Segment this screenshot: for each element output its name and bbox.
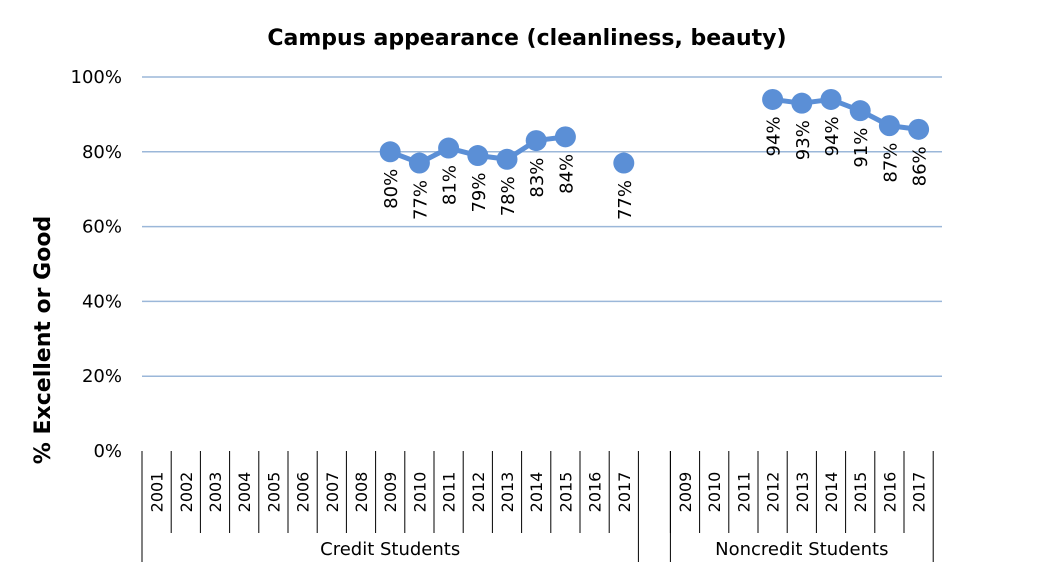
data-point (438, 137, 460, 159)
data-point (467, 145, 489, 167)
x-tick-label: 2009 (381, 472, 400, 513)
x-tick-label: 2012 (764, 472, 783, 513)
data-label: 87% (880, 143, 901, 183)
data-point (408, 152, 430, 174)
x-tick-label: 2017 (615, 472, 634, 513)
y-tick-label: 40% (82, 291, 122, 312)
data-label: 94% (822, 116, 843, 156)
gridlines (142, 76, 942, 377)
x-tick-label: 2017 (910, 472, 929, 513)
data-point (762, 88, 784, 110)
x-tick-label: 2015 (556, 472, 575, 513)
x-tick-label: 2001 (148, 472, 167, 513)
data-point (908, 118, 930, 140)
data-label: 91% (851, 128, 872, 168)
y-tick-label: 60% (82, 217, 122, 238)
x-tick-label: 2016 (586, 472, 605, 513)
x-axis: 2001 2002 2003 2004 2005 2006 2007 2008 2009 2010… (141, 451, 934, 562)
y-tick-label: 0% (93, 441, 122, 462)
chart-title: Campus appearance (cleanliness, beauty) (267, 26, 786, 51)
x-tick-label: 2005 (264, 472, 283, 513)
x-tick-label: 2012 (469, 472, 488, 513)
data-point (613, 152, 635, 174)
data-label: 94% (764, 116, 785, 156)
x-tick-label: 2003 (206, 472, 225, 513)
x-tick-label: 2013 (498, 472, 517, 513)
x-tick-label: 2010 (410, 472, 429, 513)
data-labels: 80% 77% 81% 79% 78% 83% 84% 77% 94% 93% 94% 91% 87% 8… (381, 116, 930, 220)
x-tick-label: 2014 (822, 472, 841, 513)
data-point (554, 126, 576, 148)
data-point (849, 100, 871, 122)
data-label: 83% (527, 158, 548, 198)
x-tick-label: 2008 (352, 472, 371, 513)
data-point (791, 92, 813, 114)
x-tick-label: 2016 (880, 472, 899, 513)
x-tick-label: 2010 (705, 472, 724, 513)
x-tick-label: 2009 (676, 472, 695, 513)
data-label: 79% (469, 173, 490, 213)
x-tick-label: 2007 (323, 472, 342, 513)
y-tick-label: 20% (82, 366, 122, 387)
data-label: 84% (556, 154, 577, 194)
x-tick-label: 2014 (527, 472, 546, 513)
data-label: 86% (910, 146, 931, 186)
data-label: 77% (410, 180, 431, 220)
x-tick-label: 2011 (734, 472, 753, 513)
data-label: 81% (440, 165, 461, 205)
data-label: 77% (615, 180, 636, 220)
data-point (878, 115, 900, 137)
data-point (820, 88, 842, 110)
y-tick-label: 100% (71, 67, 122, 88)
y-axis-ticks: 0% 20% 40% 60% 80% 100% (71, 67, 122, 462)
y-axis-label: % Excellent or Good (31, 216, 56, 464)
data-point (379, 141, 401, 163)
data-point (496, 148, 518, 170)
x-tick-label: 2006 (294, 472, 313, 513)
x-tick-label: 2011 (440, 472, 459, 513)
y-tick-label: 80% (82, 142, 122, 163)
data-label: 93% (793, 120, 814, 160)
series-points (379, 88, 930, 174)
group-label: Noncredit Students (715, 539, 888, 560)
data-label: 78% (498, 176, 519, 216)
x-tick-label: 2013 (793, 472, 812, 513)
x-tick-label: 2004 (235, 472, 254, 513)
data-label: 80% (381, 169, 402, 209)
data-point (525, 130, 547, 152)
x-tick-label: 2002 (177, 472, 196, 513)
group-label: Credit Students (320, 539, 460, 560)
x-tick-label: 2015 (851, 472, 870, 513)
